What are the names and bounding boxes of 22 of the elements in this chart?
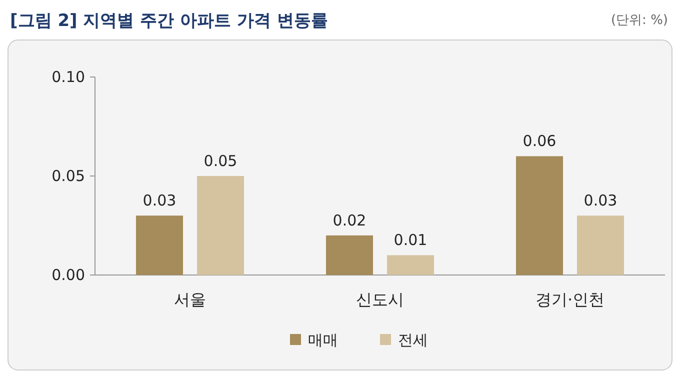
- data-label: 0.06: [522, 132, 556, 150]
- x-tick-label: 서울: [174, 290, 206, 309]
- bar: [577, 216, 624, 275]
- y-tick-label: 0.05: [52, 167, 85, 185]
- x-tick-label: 신도시: [356, 290, 404, 309]
- data-label: 0.02: [332, 211, 366, 230]
- legend-label: 매매: [308, 331, 338, 349]
- data-label: 0.03: [584, 192, 618, 210]
- bar: [326, 235, 373, 275]
- x-tick-label: 경기·인천: [535, 290, 605, 309]
- data-label: 0.05: [204, 152, 238, 170]
- bar: [136, 216, 183, 275]
- bar: [516, 156, 563, 275]
- data-label: 0.03: [142, 192, 176, 210]
- legend-label: 전세: [398, 331, 428, 349]
- text: (단위: %): [610, 13, 668, 28]
- chart-title: [그림 2] 지역별 주간 아파트 가격 변동률: [10, 11, 328, 31]
- bar: [197, 176, 244, 275]
- bar: [387, 255, 434, 275]
- y-tick-label: 0.00: [52, 266, 85, 284]
- y-tick-label: 0.10: [52, 68, 85, 86]
- data-label: 0.01: [394, 231, 428, 250]
